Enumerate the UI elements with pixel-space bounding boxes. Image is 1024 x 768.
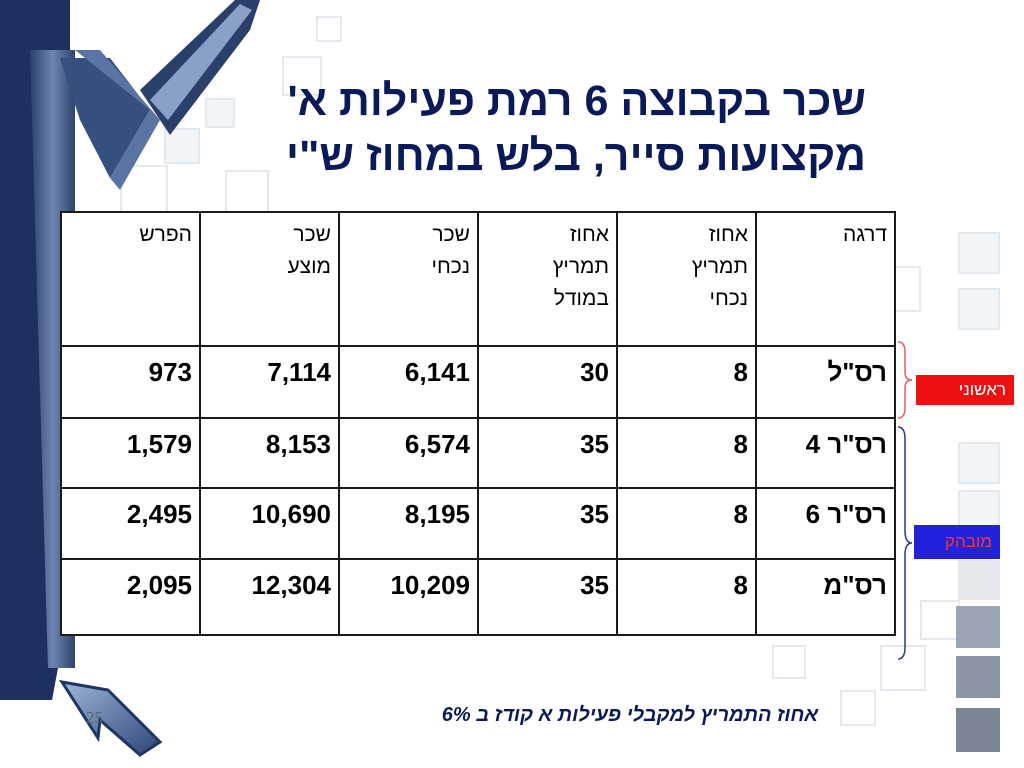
- cell-model-incentive-pct: 35: [477, 487, 618, 560]
- cell-proposed-pay: 7,114: [199, 345, 340, 419]
- cell-actual-incentive-pct: 8: [616, 417, 757, 489]
- table-row: רס"מ 8 35 10,209 12,304 2,095: [60, 558, 896, 636]
- table-row: רס"ר 4 8 35 6,574 8,153 1,579: [60, 417, 896, 489]
- header-actual-incentive-pct: אחוז תמריץ נכחי: [616, 211, 757, 347]
- cell-rank: רס"מ: [755, 558, 896, 636]
- cell-model-incentive-pct: 30: [477, 345, 618, 419]
- header-difference: הפרש: [60, 211, 201, 347]
- cell-rank: רס"ר 6: [755, 487, 896, 560]
- slide-title: שכר בקבוצה 6 רמת פעילות א' מקצועות סייר,…: [106, 74, 866, 184]
- cell-rank: רס"ר 4: [755, 417, 896, 489]
- checkmark-decoration: [0, 0, 260, 757]
- advanced-group-brace: [897, 426, 913, 660]
- cell-proposed-pay: 12,304: [199, 558, 340, 636]
- cell-actual-incentive-pct: 8: [616, 558, 757, 636]
- salary-table: דרגה אחוז תמריץ נכחי אחוז תמריץ במודל שכ…: [60, 211, 896, 636]
- table-header-row: דרגה אחוז תמריץ נכחי אחוז תמריץ במודל שכ…: [60, 211, 896, 347]
- header-model-incentive-pct: אחוז תמריץ במודל: [477, 211, 618, 347]
- cell-actual-pay: 6,141: [338, 345, 479, 419]
- cell-difference: 2,095: [60, 558, 201, 636]
- slide-footer-note: אחוז התמריץ למקבלי פעילות א קודז ב 6%: [441, 704, 818, 726]
- cell-proposed-pay: 10,690: [199, 487, 340, 560]
- header-proposed-pay: שכר מוצע: [199, 211, 340, 347]
- cell-difference: 2,495: [60, 487, 201, 560]
- cell-actual-pay: 8,195: [338, 487, 479, 560]
- header-actual-pay: שכר נכחי: [338, 211, 479, 347]
- cell-rank: רס"ל: [755, 345, 896, 419]
- table-row: רס"ר 6 8 35 8,195 10,690 2,495: [60, 487, 896, 560]
- cell-actual-incentive-pct: 8: [616, 487, 757, 560]
- title-line-2: מקצועות סייר, בלש במחוז ש"י: [286, 132, 866, 180]
- cell-proposed-pay: 8,153: [199, 417, 340, 489]
- header-rank: דרגה: [755, 211, 896, 347]
- cell-actual-pay: 10,209: [338, 558, 479, 636]
- primary-label: ראשוני: [916, 375, 1014, 405]
- advanced-label: מובהק: [914, 525, 1000, 559]
- cell-difference: 1,579: [60, 417, 201, 489]
- table-row: רס"ל 8 30 6,141 7,114 973: [60, 345, 896, 419]
- cell-model-incentive-pct: 35: [477, 417, 618, 489]
- primary-group-brace: [897, 341, 913, 419]
- cell-difference: 973: [60, 345, 201, 419]
- cell-actual-pay: 6,574: [338, 417, 479, 489]
- title-line-1: שכר בקבוצה 6 רמת פעילות א': [287, 77, 866, 125]
- page-number: 25: [86, 708, 103, 727]
- cell-actual-incentive-pct: 8: [616, 345, 757, 419]
- cell-model-incentive-pct: 35: [477, 558, 618, 636]
